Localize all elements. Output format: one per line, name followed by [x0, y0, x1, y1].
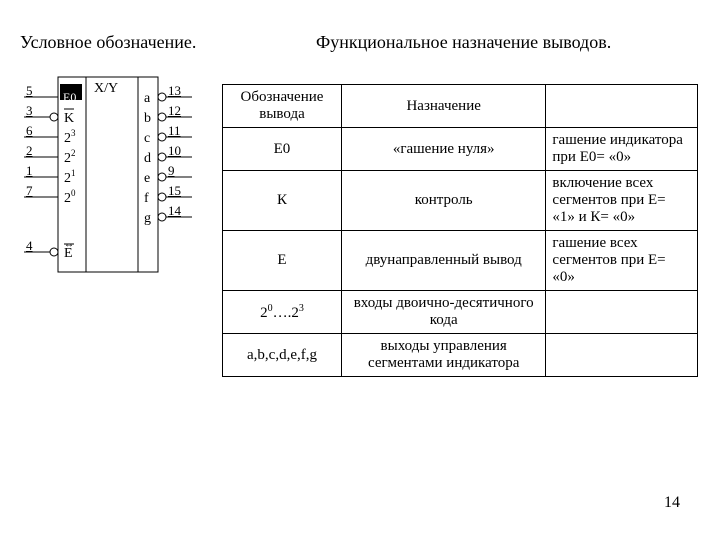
table-cell: К: [223, 171, 342, 231]
page-number: 14: [664, 494, 680, 512]
svg-text:E0: E0: [63, 90, 76, 104]
svg-text:E: E: [64, 246, 73, 261]
table-cell: гашение индикатора при Е0= «0»: [546, 128, 698, 171]
svg-text:a: a: [144, 91, 151, 106]
chip-diagram: X/Y5E03K6232221217204↔Ea13b12c11d10e9f15…: [18, 72, 208, 332]
heading-right: Функциональное назначение выводов.: [316, 32, 611, 53]
table-header: [546, 85, 698, 128]
svg-text:15: 15: [168, 183, 181, 198]
table-cell: контроль: [341, 171, 545, 231]
svg-text:f: f: [144, 191, 149, 206]
table-cell: a,b,c,d,e,f,g: [223, 334, 342, 377]
table-cell: [546, 291, 698, 334]
svg-text:10: 10: [168, 143, 181, 158]
table-cell: включение всех сегментов при Е= «1» и К=…: [546, 171, 698, 231]
svg-text:11: 11: [168, 123, 181, 138]
svg-text:2: 2: [26, 143, 33, 158]
table-header: Обозначение вывода: [223, 85, 342, 128]
svg-text:X/Y: X/Y: [94, 81, 118, 96]
table-cell: «гашение нуля»: [341, 128, 545, 171]
svg-text:d: d: [144, 151, 151, 166]
svg-text:b: b: [144, 111, 151, 126]
pin-function-table: Обозначение вывода Назначение E0«гашение…: [222, 84, 698, 377]
svg-text:4: 4: [26, 238, 33, 253]
table-cell: двунаправленный вывод: [341, 231, 545, 291]
svg-text:3: 3: [26, 103, 33, 118]
table-cell: выходы управления сегментами индикатора: [341, 334, 545, 377]
table-cell: входы двоично-десятичного кода: [341, 291, 545, 334]
svg-text:g: g: [144, 211, 151, 226]
svg-text:7: 7: [26, 183, 33, 198]
svg-text:20: 20: [64, 188, 76, 206]
svg-text:5: 5: [26, 83, 33, 98]
table-cell: E0: [223, 128, 342, 171]
svg-text:6: 6: [26, 123, 33, 138]
svg-text:12: 12: [168, 103, 181, 118]
table-cell: Е: [223, 231, 342, 291]
table-cell: гашение всех сегментов при Е= «0»: [546, 231, 698, 291]
svg-text:e: e: [144, 171, 150, 186]
svg-text:22: 22: [64, 148, 76, 166]
table-cell: 20….23: [223, 291, 342, 334]
svg-text:23: 23: [64, 128, 76, 146]
svg-text:9: 9: [168, 163, 175, 178]
heading-left: Условное обозначение.: [20, 32, 196, 53]
table-cell: [546, 334, 698, 377]
svg-text:K: K: [64, 111, 74, 126]
table-header: Назначение: [341, 85, 545, 128]
svg-text:13: 13: [168, 83, 181, 98]
svg-text:1: 1: [26, 163, 33, 178]
svg-text:21: 21: [64, 168, 76, 186]
svg-text:14: 14: [168, 203, 182, 218]
svg-text:c: c: [144, 131, 150, 146]
